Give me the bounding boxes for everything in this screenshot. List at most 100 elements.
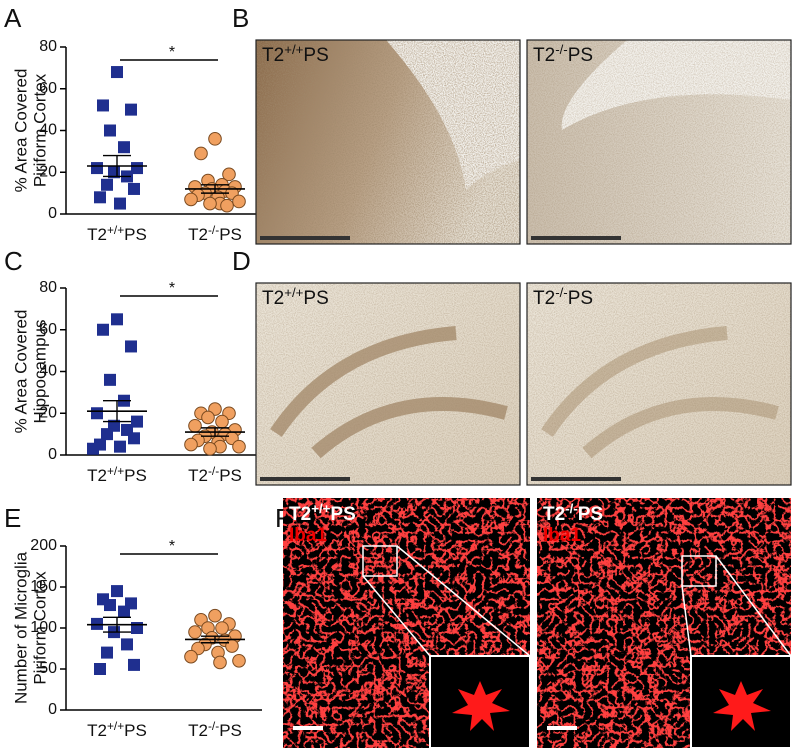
micrograph	[526, 282, 792, 486]
y-tick-label: 0	[48, 446, 57, 463]
data-point	[111, 66, 123, 79]
data-point	[201, 410, 215, 425]
inset-source	[362, 545, 398, 577]
y-tick-label: 60	[39, 321, 57, 338]
panel-letter: E	[4, 503, 21, 533]
data-point	[213, 655, 227, 670]
data-point	[128, 658, 140, 671]
data-point	[114, 197, 126, 210]
microglia	[713, 681, 771, 731]
data-point	[208, 132, 222, 146]
data-point	[225, 639, 239, 653]
grain	[256, 283, 520, 485]
y-tick-label: 80	[39, 38, 57, 55]
data-point	[111, 313, 123, 326]
y-axis-label: Piriform Cortex	[30, 571, 49, 685]
y-axis-label: Number of Microglia	[11, 551, 30, 704]
inset-source	[681, 555, 717, 587]
inset-connector	[715, 555, 792, 657]
micrograph	[255, 282, 521, 486]
x-tick-label: T2-/-PS	[188, 719, 242, 741]
data-point	[184, 192, 198, 207]
y-axis-label: Piriform Cortex	[30, 73, 49, 187]
image-label: T2+/+PS	[262, 285, 329, 309]
x-tick-label: T2+/+PS	[87, 719, 147, 741]
data-point	[114, 440, 126, 453]
data-point	[101, 178, 113, 191]
y-axis-label: % Area Covered	[11, 69, 30, 193]
data-point	[203, 441, 217, 456]
panel-letter: D	[232, 246, 251, 276]
scale-bar	[531, 236, 621, 240]
grain	[527, 283, 791, 485]
data-point	[101, 646, 113, 659]
micrograph	[255, 39, 521, 245]
data-point	[87, 442, 99, 455]
data-point	[125, 340, 137, 353]
y-axis-label: % Area Covered	[11, 310, 30, 434]
data-point	[118, 141, 130, 154]
data-point	[222, 167, 236, 182]
y-axis-label: Hippocampus	[30, 320, 49, 424]
data-point	[232, 194, 246, 209]
inset-connector	[396, 545, 531, 657]
frame	[255, 39, 521, 245]
x-tick-label: T2-/-PS	[188, 464, 242, 486]
panel-letter: C	[4, 246, 23, 276]
data-point	[188, 625, 202, 639]
y-tick-label: 200	[30, 537, 57, 554]
data-point	[128, 182, 140, 195]
grain	[256, 40, 520, 244]
inset-connector	[362, 575, 431, 657]
data-point	[184, 649, 198, 664]
frame	[526, 282, 792, 486]
micrograph	[537, 498, 792, 749]
micrograph	[283, 498, 531, 749]
scale-bar	[531, 477, 621, 481]
y-tick-label: 100	[30, 619, 57, 636]
frame	[255, 282, 521, 486]
data-point	[184, 437, 198, 452]
y-tick-label: 80	[39, 279, 57, 296]
frame	[526, 39, 792, 245]
image-label: T2-/-PS	[533, 42, 593, 66]
y-tick-label: 50	[39, 660, 57, 677]
data-point	[128, 432, 140, 445]
stain-label: Iba1	[543, 525, 581, 546]
scale-bar	[260, 236, 350, 240]
data-point	[232, 654, 246, 668]
data-point	[104, 599, 116, 612]
data-point	[131, 415, 143, 428]
data-point	[118, 605, 130, 618]
image-label: T2+/+PS	[289, 501, 356, 525]
x-tick-label: T2+/+PS	[87, 223, 147, 245]
y-tick-label: 40	[39, 363, 57, 380]
data-point	[101, 428, 113, 441]
data-point	[121, 638, 133, 651]
data-point	[131, 622, 143, 634]
image-label: T2-/-PS	[543, 501, 603, 525]
data-point	[104, 124, 116, 137]
data-point	[215, 621, 229, 635]
image-label: T2+/+PS	[262, 42, 329, 66]
data-point	[91, 407, 103, 420]
micrograph	[526, 39, 792, 245]
data-point	[97, 323, 109, 336]
data-point	[203, 196, 217, 211]
significance-label: *	[169, 44, 175, 61]
y-tick-label: 60	[39, 80, 57, 97]
data-point	[232, 439, 246, 454]
data-point	[125, 103, 137, 116]
significance-label: *	[169, 538, 175, 555]
x-tick-label: T2-/-PS	[188, 223, 242, 245]
y-tick-label: 40	[39, 122, 57, 139]
stain-label: Iba1	[289, 525, 327, 546]
data-point	[97, 99, 109, 112]
data-point	[94, 191, 106, 204]
y-tick-label: 20	[39, 404, 57, 421]
scale-bar	[547, 726, 577, 730]
grain	[527, 40, 791, 244]
data-point	[91, 162, 103, 175]
data-point	[104, 373, 116, 386]
